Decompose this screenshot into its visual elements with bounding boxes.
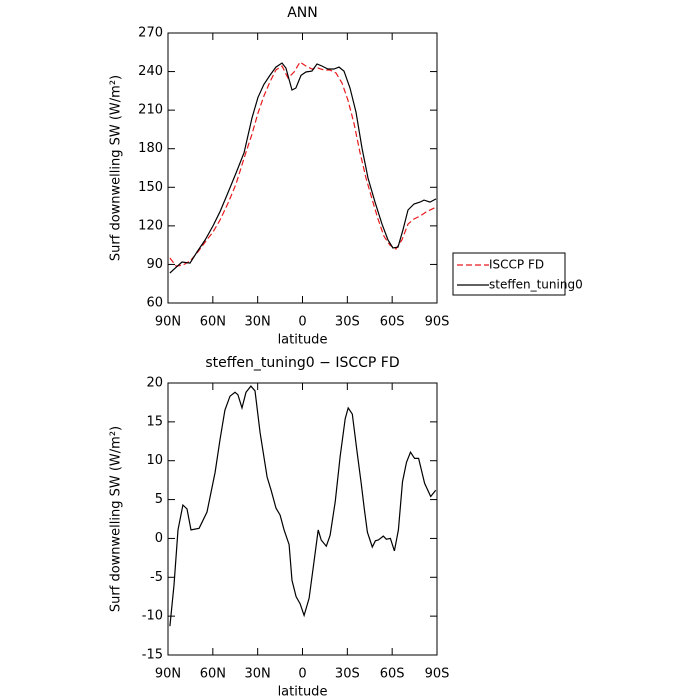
y-tick-label: 10 xyxy=(146,453,163,468)
y-tick-label: 150 xyxy=(138,180,163,195)
x-tick-label: 30S xyxy=(335,315,360,330)
x-tick-label: 30N xyxy=(245,667,271,682)
y-tick-label: 20 xyxy=(146,376,163,391)
x-tick-label: 60S xyxy=(380,315,405,330)
y-tick-label: 240 xyxy=(138,64,163,79)
plot-frame xyxy=(167,32,438,304)
y-tick-label: 120 xyxy=(138,218,163,233)
x-tick-label: 60N xyxy=(200,667,226,682)
y-tick-label: 180 xyxy=(138,141,163,156)
x-tick-label: 60N xyxy=(200,315,226,330)
y-tick-label: 5 xyxy=(155,492,163,507)
x-tick-label: 90S xyxy=(425,667,450,682)
x-tick-label: 90N xyxy=(155,315,181,330)
legend-box xyxy=(452,252,566,296)
y-tick-label: 60 xyxy=(146,296,163,311)
x-tick-label: 60S xyxy=(380,667,405,682)
series-line xyxy=(169,385,437,627)
y-tick-label: -15 xyxy=(142,648,163,663)
x-tick-label: 30N xyxy=(245,315,271,330)
legend-label: steffen_tuning0 xyxy=(489,278,583,292)
chart-title: steffen_tuning0 − ISCCP FD xyxy=(205,355,399,371)
series-line xyxy=(169,61,437,267)
series-line xyxy=(169,62,437,274)
y-tick-label: -5 xyxy=(150,570,163,585)
y-tick-label: 0 xyxy=(155,531,163,546)
y-tick-label: 90 xyxy=(146,257,163,272)
y-axis-label: Surf downwelling SW (W/m²) xyxy=(109,75,124,261)
x-tick-label: 30S xyxy=(335,667,360,682)
legend-label: ISCCP FD xyxy=(489,258,544,272)
y-tick-label: 210 xyxy=(138,103,163,118)
y-axis-label: Surf downwelling SW (W/m²) xyxy=(109,426,124,612)
x-tick-label: 90N xyxy=(155,667,181,682)
x-axis-label: latitude xyxy=(278,685,328,700)
y-tick-label: 15 xyxy=(146,414,163,429)
chart-title: ANN xyxy=(287,5,318,21)
x-axis-label: latitude xyxy=(278,333,328,348)
plot-frame xyxy=(167,382,438,656)
x-tick-label: 0 xyxy=(298,667,306,682)
x-tick-label: 0 xyxy=(298,315,306,330)
x-tick-label: 90S xyxy=(425,315,450,330)
y-tick-label: 270 xyxy=(138,26,163,41)
y-tick-label: -10 xyxy=(142,609,163,624)
